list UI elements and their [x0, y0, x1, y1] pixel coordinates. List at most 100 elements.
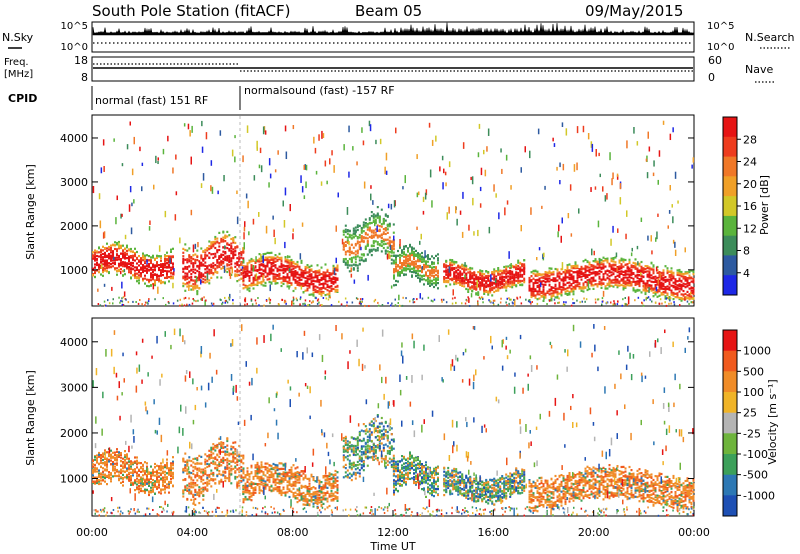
range-cell [602, 277, 605, 280]
range-cell [124, 261, 126, 264]
range-cell [346, 229, 349, 232]
range-cell [576, 272, 579, 275]
range-cell [646, 274, 649, 277]
scatter-cell [611, 178, 613, 186]
range-cell [519, 273, 522, 276]
range-cell [626, 267, 629, 270]
range-cell [128, 260, 130, 263]
range-cell [392, 244, 395, 247]
range-cell [588, 278, 591, 281]
range-cell [242, 283, 245, 286]
range-cell [98, 451, 100, 455]
scatter-cell [446, 212, 448, 220]
range-cell [568, 273, 571, 276]
scatter-cell [479, 186, 482, 192]
range-cell [536, 284, 539, 287]
range-cell [196, 249, 199, 252]
range-cell [288, 281, 291, 284]
range-cell [294, 271, 297, 274]
range-cell [236, 268, 239, 271]
range-cell [530, 275, 533, 278]
range-cell [164, 266, 166, 269]
scatter-cell [470, 176, 472, 181]
ground-cell [606, 301, 608, 304]
range-cell [334, 290, 337, 293]
range-cell [574, 287, 577, 290]
range-cell [552, 293, 555, 297]
scatter-cell [690, 291, 692, 296]
range-cell [517, 261, 520, 264]
range-cell [108, 271, 110, 275]
range-cell [360, 231, 363, 234]
range-cell [112, 250, 114, 253]
range-cell [268, 261, 271, 264]
range-cell [346, 261, 349, 264]
range-cell [264, 252, 267, 255]
range-cell [501, 277, 504, 280]
range-cell [664, 286, 667, 289]
range-cell [364, 236, 367, 239]
range-cell [326, 285, 329, 289]
range-cell [216, 276, 219, 279]
range-cell [210, 246, 213, 250]
scatter-cell [223, 265, 226, 273]
range-cell [134, 255, 136, 258]
range-cell [92, 274, 94, 277]
range-cell [92, 254, 94, 257]
range-cell [572, 293, 575, 296]
range-cell [692, 273, 695, 276]
scatter-cell [630, 281, 633, 286]
range-cell [548, 270, 551, 273]
ground-cell [228, 298, 231, 301]
colorbar-block [723, 117, 737, 138]
range-cell [118, 265, 120, 268]
range-cell [112, 243, 114, 246]
range-cell [576, 274, 579, 277]
range-cell [374, 228, 377, 231]
range-cell [274, 257, 277, 260]
range-cell [576, 270, 579, 273]
range-cell [447, 270, 450, 273]
scatter-cell [113, 256, 115, 261]
range-cell [226, 230, 229, 233]
scatter-cell [598, 152, 600, 157]
range-cell [459, 274, 462, 277]
range-cell [120, 258, 122, 261]
range-cell [465, 274, 468, 277]
range-cell [212, 241, 215, 244]
ground-cell [317, 298, 320, 301]
range-cell [640, 267, 643, 270]
range-cell [182, 285, 185, 288]
ground-cell [104, 304, 106, 307]
range-cell [128, 265, 130, 269]
range-cell [592, 260, 595, 263]
scatter-cell [500, 148, 502, 153]
range-cell [600, 267, 603, 270]
range-cell [471, 285, 474, 288]
range-cell [246, 272, 249, 275]
range-cell [350, 234, 353, 237]
range-cell [144, 256, 146, 259]
range-cell [234, 262, 237, 265]
range-cell [505, 285, 508, 288]
range-cell [610, 271, 613, 274]
range-cell [505, 276, 508, 279]
range-cell [166, 255, 168, 258]
range-cell [108, 245, 110, 249]
range-cell [650, 284, 653, 287]
range-cell [258, 275, 261, 278]
scatter-cell [393, 200, 396, 208]
range-cell [435, 267, 437, 270]
range-cell [638, 283, 641, 286]
range-cell [437, 272, 439, 275]
range-cell [517, 275, 520, 279]
range-cell [334, 268, 337, 271]
range-cell [142, 264, 144, 267]
range-cell [194, 271, 197, 275]
range-cell [523, 279, 526, 282]
range-cell [364, 222, 367, 225]
range-cell [186, 258, 189, 261]
range-cell [610, 257, 613, 260]
scatter-cell [552, 137, 554, 142]
range-cell [232, 257, 235, 260]
